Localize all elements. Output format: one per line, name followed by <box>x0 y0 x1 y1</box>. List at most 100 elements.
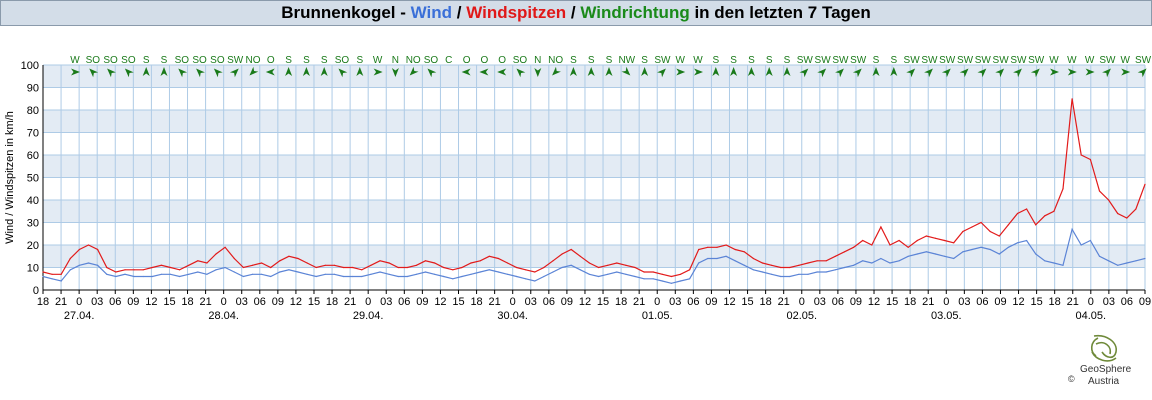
direction-label: S <box>890 55 897 66</box>
arrow-head <box>835 68 844 78</box>
direction-label: SO <box>513 55 528 66</box>
arrow-head <box>229 68 239 78</box>
direction-arrow-icon <box>941 68 951 78</box>
data-point <box>78 264 80 266</box>
date-label: 02.05. <box>786 310 817 322</box>
data-point <box>998 235 1000 237</box>
x-tick-label: 06 <box>254 296 266 308</box>
x-tick-label: 21 <box>344 296 356 308</box>
arrow-head <box>516 68 526 78</box>
direction-label: SW <box>921 55 938 66</box>
direction-arrow-icon <box>534 68 542 77</box>
direction-label: S <box>730 55 737 66</box>
arrow-head <box>302 67 310 76</box>
grid-band <box>43 110 1145 133</box>
data-point <box>424 260 427 262</box>
direction-label: S <box>356 55 363 66</box>
data-point <box>971 226 973 228</box>
data-point <box>306 273 308 275</box>
data-point <box>689 278 691 280</box>
data-point <box>197 260 199 262</box>
x-tick-label: 21 <box>489 296 501 308</box>
data-point <box>279 271 281 273</box>
arrow-head <box>1085 68 1095 76</box>
data-point <box>989 230 991 233</box>
arrow-head <box>959 68 969 78</box>
direction-arrow-icon <box>657 68 666 78</box>
direction-arrow-icon <box>890 67 898 76</box>
data-point <box>179 275 181 278</box>
x-tick-label: 18 <box>181 296 193 308</box>
data-point <box>1071 98 1073 100</box>
data-point <box>188 264 190 266</box>
data-point <box>834 255 836 257</box>
data-point <box>679 280 682 282</box>
data-point <box>734 248 736 251</box>
data-point <box>133 269 135 271</box>
direction-arrow-icon <box>461 68 471 76</box>
data-point <box>516 266 518 269</box>
data-point <box>771 273 773 275</box>
arrow-head <box>356 67 364 76</box>
data-point <box>1144 257 1146 260</box>
arrow-head <box>641 67 649 76</box>
data-point <box>142 269 144 271</box>
x-tick-label: 21 <box>1067 296 1079 308</box>
direction-label: S <box>143 55 150 66</box>
title-sep: - <box>395 3 411 22</box>
arrow-head <box>924 68 933 78</box>
arrow-head <box>890 67 898 76</box>
direction-label: SW <box>797 55 814 66</box>
data-point <box>133 275 135 278</box>
data-point <box>598 275 600 278</box>
data-point <box>1026 208 1028 210</box>
data-point <box>853 264 855 266</box>
arrow-head <box>657 68 666 78</box>
data-point <box>889 262 891 264</box>
data-point <box>115 275 117 278</box>
x-tick-label: 03 <box>1103 296 1115 308</box>
data-point <box>497 257 499 260</box>
x-tick-label: 15 <box>597 296 609 308</box>
data-point <box>1007 224 1010 226</box>
copyright-mark: © <box>1068 374 1075 384</box>
direction-label: NO <box>246 55 261 66</box>
grid-band <box>43 245 1145 268</box>
direction-arrow-icon <box>906 68 916 78</box>
data-point <box>570 264 572 266</box>
arrow-head <box>142 67 150 76</box>
data-point <box>588 262 591 264</box>
x-tick-label: 0 <box>654 296 660 308</box>
direction-arrow-icon <box>995 68 1005 78</box>
data-point <box>816 260 818 262</box>
data-point <box>625 273 627 275</box>
data-point <box>388 262 390 264</box>
data-point <box>661 280 663 282</box>
data-point <box>598 266 600 269</box>
data-point <box>771 264 773 266</box>
data-point <box>743 251 745 253</box>
geosphere-logo-icon <box>1090 334 1117 362</box>
arrow-head <box>373 68 383 76</box>
x-tick-label: 15 <box>452 296 464 308</box>
chart-title: Brunnenkogel - Wind / Windspitzen / Wind… <box>0 0 1152 26</box>
data-point <box>1062 264 1064 266</box>
direction-label: SW <box>957 55 974 66</box>
direction-label: SO <box>335 55 350 66</box>
direction-label: N <box>392 55 399 66</box>
data-point <box>1108 260 1110 262</box>
x-tick-label: 12 <box>290 296 302 308</box>
data-point <box>543 266 545 269</box>
data-point <box>160 273 162 275</box>
direction-label: SW <box>227 55 244 66</box>
date-label: 27.04. <box>64 310 95 322</box>
direction-arrow-icon <box>817 68 827 78</box>
data-point <box>1098 255 1101 257</box>
data-point <box>798 264 800 266</box>
x-tick-label: 06 <box>976 296 988 308</box>
x-tick-label: 0 <box>365 296 371 308</box>
x-tick-label: 12 <box>434 296 446 308</box>
data-point <box>497 271 499 273</box>
direction-label: SW <box>1028 55 1045 66</box>
grid-band <box>43 65 1145 88</box>
